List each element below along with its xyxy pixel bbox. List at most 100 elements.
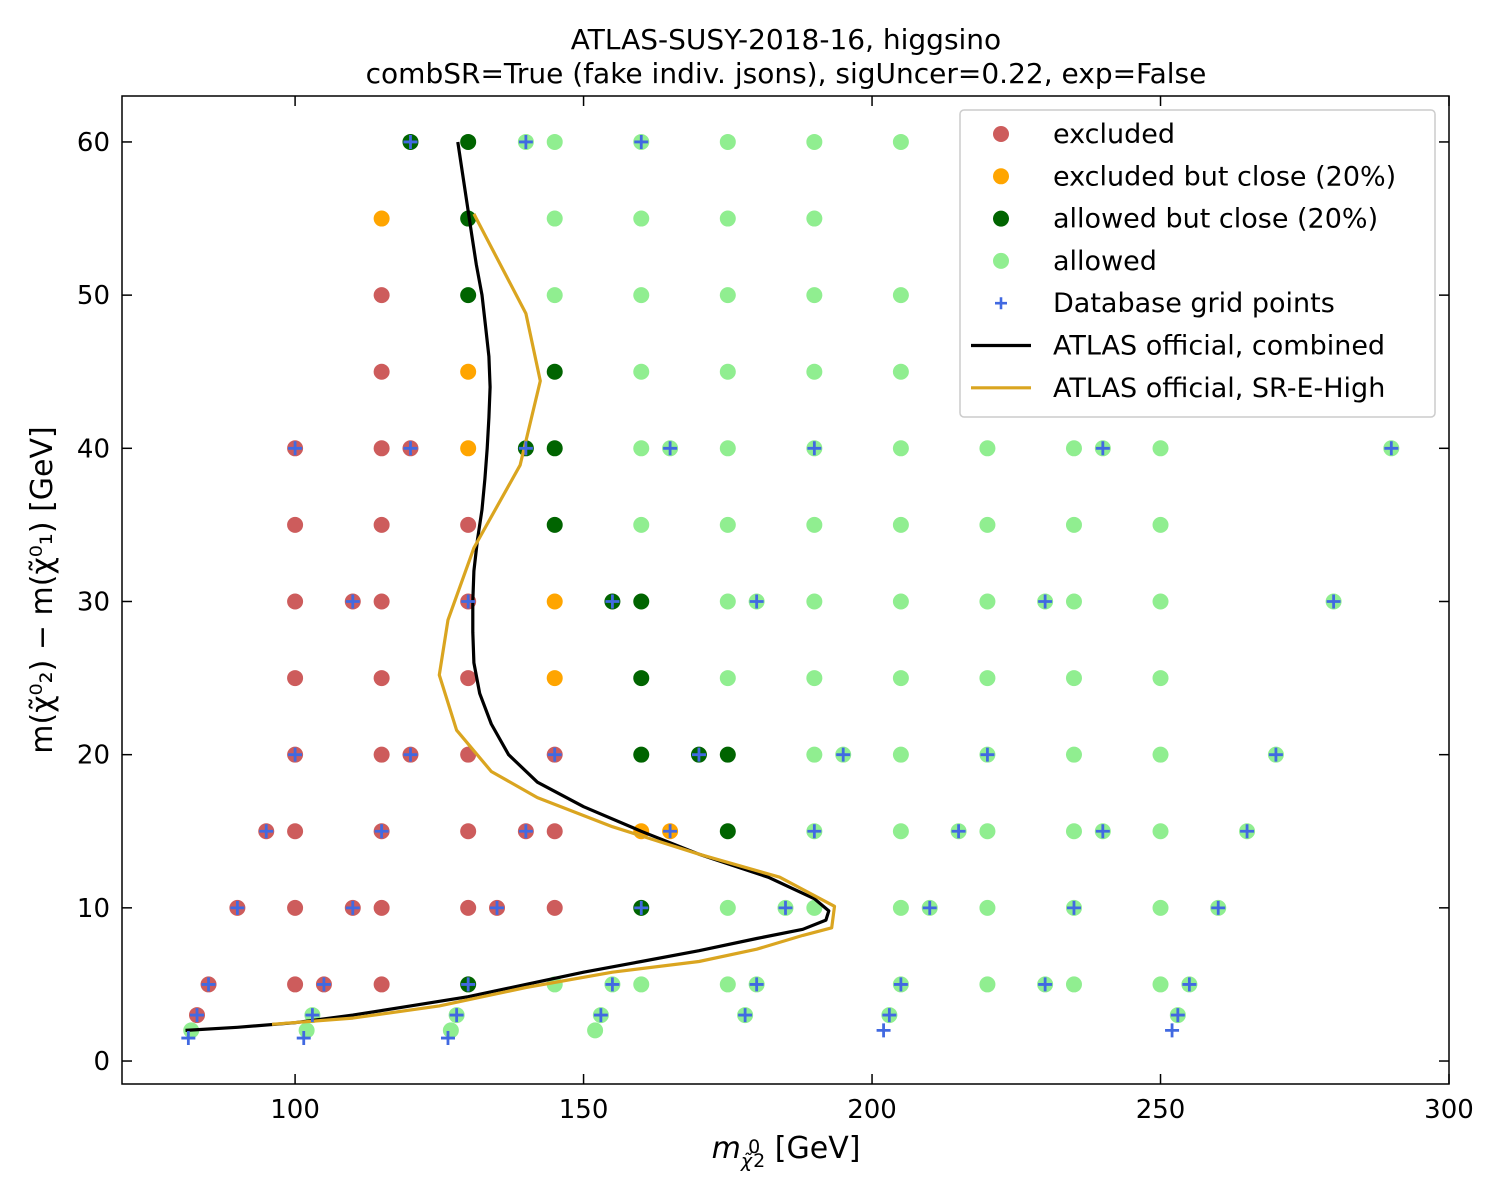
marker-database-grid-points [1182,977,1197,992]
point-allowed [1152,976,1169,993]
point-allowed [1065,516,1082,533]
point-allowed [719,516,736,533]
point-allowed [719,363,736,380]
point-excluded [373,746,390,763]
marker-database-grid-points [403,441,418,456]
marker-database-grid-points [1066,900,1081,915]
point-allowed [719,670,736,687]
point-excluded [373,287,390,304]
point-allowed [633,363,650,380]
marker-database-grid-points [1095,441,1110,456]
point-excluded [373,516,390,533]
legend-label-excluded-but-close-20: excluded but close (20%) [1053,161,1396,192]
y-tick-label: 50 [77,281,110,311]
point-excluded-but-close-20 [460,363,477,380]
point-allowed [1065,670,1082,687]
point-allowed [892,899,909,916]
point-allowed [1065,440,1082,457]
y-axis-label: m(χ̃⁰₂) − m(χ̃⁰₁) [GeV] [25,426,60,753]
marker-database-grid-points [288,747,303,762]
legend-marker-excluded-but-close-20 [993,168,1009,185]
point-excluded [460,670,477,687]
legend-label-atlas-official-sr-e-high: ATLAS official, SR-E-High [1053,373,1385,404]
point-allowed [892,516,909,533]
line-atlas-official-sr-e-high [271,213,837,1026]
marker-database-grid-points [663,441,678,456]
marker-database-grid-points [951,824,966,839]
point-allowed [892,593,909,610]
point-allowed [892,823,909,840]
x-tick-label: 250 [1136,1095,1186,1125]
marker-database-grid-points [288,441,303,456]
point-excluded [287,823,304,840]
marker-database-grid-points [634,900,649,915]
point-allowed [979,976,996,993]
axis-ticks: 100 150 200 250 300 0 10 20 30 40 50 60 [77,96,1474,1125]
marker-database-grid-points [605,977,620,992]
point-allowed-but-close-20 [719,823,736,840]
legend-label-allowed-but-close-20: allowed but close (20%) [1053,204,1378,235]
point-excluded [373,593,390,610]
marker-database-grid-points [663,824,678,839]
point-allowed [719,210,736,227]
marker-database-grid-points [440,1031,455,1046]
point-allowed [892,133,909,150]
marker-database-grid-points [749,594,764,609]
marker-database-grid-points [605,594,620,609]
marker-database-grid-points [836,747,851,762]
marker-database-grid-points [980,747,995,762]
point-excluded [373,976,390,993]
legend-label-atlas-official-combined: ATLAS official, combined [1053,331,1385,362]
marker-database-grid-points [691,747,706,762]
marker-database-grid-points [345,900,360,915]
point-allowed [1065,746,1082,763]
point-allowed [1152,746,1169,763]
plot-area [181,133,1400,1046]
marker-database-grid-points [518,134,533,149]
point-allowed-but-close-20 [633,593,650,610]
point-excluded-but-close-20 [546,670,563,687]
marker-database-grid-points [190,1008,205,1023]
point-allowed [719,593,736,610]
point-excluded [373,899,390,916]
point-allowed [892,746,909,763]
chart-subtitle: combSR=True (fake indiv. jsons), sigUnce… [366,57,1207,90]
point-allowed [546,133,563,150]
x-tick-label: 150 [559,1095,609,1125]
point-allowed [979,516,996,533]
legend-frame [959,109,1436,418]
marker-database-grid-points [1165,1023,1180,1038]
y-tick-label: 60 [77,128,110,158]
marker-database-grid-points [518,441,533,456]
marker-database-grid-points [1326,594,1341,609]
point-allowed-but-close-20 [719,746,736,763]
x-tick-label: 300 [1424,1095,1474,1125]
x-tick-label: 200 [847,1095,897,1125]
marker-database-grid-points [1384,441,1399,456]
point-allowed [633,976,650,993]
point-excluded [460,899,477,916]
point-allowed [442,1022,459,1039]
point-allowed [806,133,823,150]
marker-database-grid-points [922,900,937,915]
point-allowed [719,133,736,150]
point-allowed [633,516,650,533]
marker-database-grid-points [876,1023,891,1038]
point-allowed [546,287,563,304]
point-allowed [979,670,996,687]
marker-database-grid-points [449,1008,464,1023]
point-allowed [892,670,909,687]
marker-database-grid-points [1240,824,1255,839]
y-tick-label: 0 [93,1047,110,1077]
point-allowed [546,210,563,227]
legend-marker-excluded [993,126,1009,142]
marker-database-grid-points [593,1008,608,1023]
y-tick-label: 10 [77,894,110,924]
point-allowed-but-close-20 [546,363,563,380]
point-excluded [287,976,304,993]
marker-database-grid-points [201,977,216,992]
point-allowed [1065,823,1082,840]
point-excluded [287,899,304,916]
marker-database-grid-points [778,900,793,915]
legend-label-excluded: excluded [1053,119,1175,150]
